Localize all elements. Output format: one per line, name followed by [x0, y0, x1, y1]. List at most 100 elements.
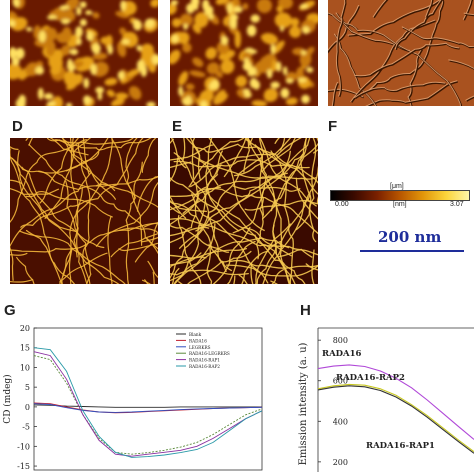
- afm-fiber: [62, 138, 114, 278]
- afm-grain-highlight: [95, 86, 104, 94]
- afm-fiber: [11, 157, 120, 284]
- afm-grain: [289, 25, 302, 38]
- afm-grain: [182, 42, 192, 53]
- afm-fiber: [173, 237, 290, 284]
- afm-grain-highlight: [302, 26, 310, 35]
- afm-fiber: [62, 138, 116, 192]
- afm-grain-highlight: [140, 65, 148, 77]
- afm-fiber: [170, 218, 313, 258]
- afm-fiber: [10, 148, 76, 284]
- afm-grain: [271, 40, 285, 55]
- afm-fiber: [136, 175, 158, 212]
- series-line: [33, 347, 263, 458]
- y-tick-label: 10: [20, 363, 30, 372]
- afm-fiber: [256, 224, 277, 284]
- afm-fiber: [279, 138, 311, 178]
- afm-grain-highlight: [35, 66, 44, 75]
- afm-grain: [242, 3, 249, 10]
- afm-fiber: [229, 259, 318, 269]
- afm-fiber: [39, 138, 79, 204]
- afm-grain-highlight: [60, 18, 71, 25]
- afm-grain: [215, 70, 223, 78]
- afm-fiber: [311, 249, 315, 284]
- afm-grain: [46, 40, 56, 57]
- afm-grain-highlight: [83, 95, 91, 105]
- afm-grain-highlight: [65, 102, 73, 106]
- afm-grain-highlight: [26, 27, 33, 32]
- afm-grain-highlight: [276, 61, 282, 72]
- afm-fiber: [17, 150, 76, 232]
- afm-grain-highlight: [249, 77, 258, 89]
- afm-grain-highlight: [121, 39, 130, 45]
- afm-grain-highlight: [59, 5, 70, 10]
- afm-fiber: [208, 138, 265, 232]
- afm-grain: [48, 54, 63, 70]
- afm-fiber: [193, 155, 317, 180]
- afm-fiber: [270, 150, 294, 284]
- afm-grain: [189, 70, 206, 78]
- afm-grain: [117, 41, 127, 58]
- colorbar-unit-nm: [nm]: [393, 201, 407, 208]
- afm-grain: [274, 17, 286, 24]
- afm-grain: [178, 71, 189, 86]
- afm-fiber: [358, 80, 458, 106]
- afm-grain-highlight: [230, 14, 239, 21]
- afm-fiber: [10, 279, 34, 283]
- afm-grain: [215, 0, 229, 5]
- afm-grain: [25, 62, 40, 77]
- afm-fiber: [177, 214, 202, 284]
- afm-fiber: [368, 0, 444, 91]
- afm-grain: [92, 12, 100, 19]
- afm-fiber: [187, 250, 252, 284]
- afm-panel-b: [170, 0, 318, 106]
- afm-fiber: [223, 138, 247, 178]
- afm-grain: [179, 13, 193, 27]
- afm-grain: [277, 0, 294, 10]
- afm-grain-highlight: [44, 93, 54, 100]
- afm-grain: [192, 23, 202, 34]
- afm-grain-highlight: [306, 66, 314, 73]
- afm-fiber: [462, 0, 472, 20]
- afm-grain-highlight: [186, 3, 195, 14]
- afm-grain-highlight: [18, 94, 26, 106]
- emission-spectrum-chart: 800 600 400 200 Emission intensity (a. u) RAD…: [298, 327, 474, 472]
- afm-fiber: [61, 138, 116, 200]
- afm-fiber: [295, 177, 318, 220]
- afm-grain: [128, 86, 142, 100]
- legend-label: RADA16-RAP2: [189, 364, 220, 369]
- afm-grain-highlight: [97, 92, 103, 101]
- afm-fiber: [331, 82, 338, 106]
- afm-grain: [170, 3, 177, 15]
- afm-grain: [91, 61, 109, 77]
- afm-grain-highlight: [47, 15, 57, 20]
- afm-fiber: [192, 143, 318, 184]
- afm-fiber: [38, 170, 158, 191]
- afm-grain-highlight: [85, 10, 93, 15]
- afm-grain: [119, 27, 127, 36]
- series-annotation: RADA16-RAP1: [366, 441, 435, 451]
- afm-grain: [205, 47, 217, 60]
- afm-grain-highlight: [46, 101, 56, 106]
- afm-fiber: [111, 138, 137, 199]
- afm-fiber: [10, 246, 14, 281]
- afm-grain-highlight: [249, 49, 258, 54]
- afm-fiber: [195, 150, 291, 232]
- afm-fiber: [425, 0, 433, 18]
- afm-fiber: [262, 193, 310, 284]
- afm-fiber: [262, 138, 307, 220]
- legend-label: Blank: [189, 332, 202, 337]
- legend-label: RADA16: [189, 338, 207, 343]
- afm-grain-highlight: [170, 0, 179, 5]
- series-line: [317, 385, 474, 454]
- afm-grain: [263, 88, 278, 102]
- afm-grain: [290, 17, 300, 27]
- afm-grain: [63, 70, 77, 87]
- afm-grain-highlight: [133, 19, 142, 31]
- afm-fiber: [170, 176, 292, 257]
- afm-grain-highlight: [83, 77, 90, 89]
- afm-grain-highlight: [79, 18, 87, 27]
- afm-fiber: [110, 233, 158, 258]
- afm-fiber: [68, 249, 73, 284]
- afm-fiber: [134, 221, 158, 263]
